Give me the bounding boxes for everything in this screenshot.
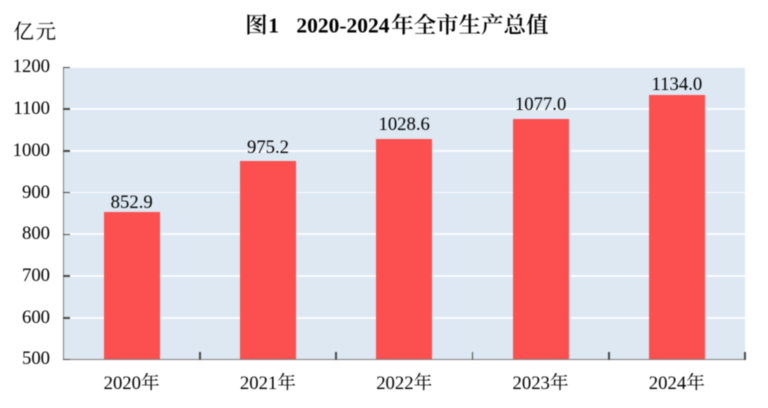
svg-text:2020-2024: 2020-2024 <box>296 14 389 38</box>
svg-text:2022: 2022 <box>376 373 413 394</box>
svg-text:1: 1 <box>268 14 279 38</box>
svg-text:2021: 2021 <box>240 373 277 394</box>
svg-text:2023: 2023 <box>513 373 550 394</box>
svg-text:2020: 2020 <box>104 373 141 394</box>
svg-text:2024: 2024 <box>649 373 687 394</box>
